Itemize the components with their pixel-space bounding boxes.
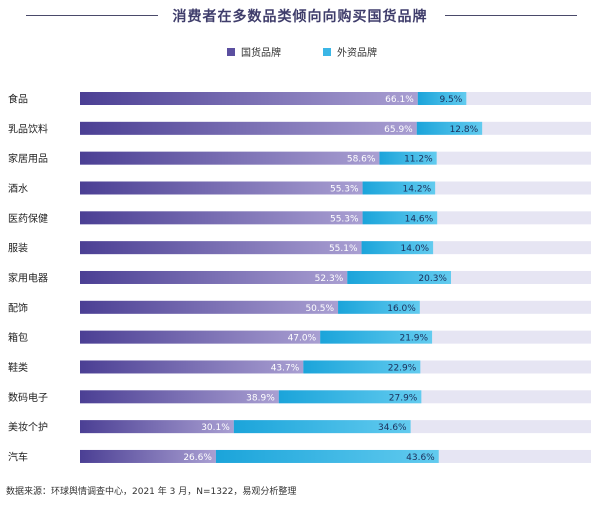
bar-foreign	[303, 360, 421, 374]
data-label-domestic: 26.6%	[183, 453, 212, 463]
bar-foreign	[278, 390, 422, 404]
bar-row: 家用电器 52.3% 20.3%	[8, 270, 591, 284]
bar-domestic	[80, 420, 234, 434]
category-label: 医药保健	[8, 212, 48, 225]
data-label-domestic: 38.9%	[246, 393, 275, 403]
bar-domestic	[80, 449, 216, 463]
data-label-foreign: 20.3%	[418, 274, 447, 284]
category-label: 汽车	[8, 450, 28, 463]
bar-domestic	[80, 241, 362, 255]
bar-domestic	[80, 270, 348, 284]
bar-row: 美妆个护 30.1% 34.6%	[8, 420, 591, 434]
data-label-domestic: 55.3%	[330, 214, 359, 224]
bar-domestic	[80, 151, 380, 165]
data-label-domestic: 30.1%	[201, 423, 230, 433]
category-label: 箱包	[8, 331, 28, 344]
bar-row: 数码电子 38.9% 27.9%	[8, 390, 591, 404]
category-label: 鞋类	[8, 361, 28, 374]
bar-domestic	[80, 360, 304, 374]
bar-foreign	[416, 121, 483, 135]
data-label-foreign: 12.8%	[450, 125, 479, 135]
bar-foreign	[338, 300, 420, 314]
chart-legend: 国货品牌 外资品牌	[0, 44, 600, 60]
category-label: 食品	[8, 93, 28, 106]
data-label-foreign: 14.6%	[405, 214, 434, 224]
category-label: 酒水	[8, 183, 28, 195]
bar-foreign	[379, 151, 437, 165]
legend-item-domestic: 国货品牌	[227, 44, 281, 59]
legend-swatch-foreign	[323, 47, 331, 56]
bar-foreign	[362, 181, 436, 195]
data-label-domestic: 66.1%	[385, 95, 414, 105]
legend-label-domestic: 国货品牌	[241, 48, 281, 59]
bar-domestic	[80, 330, 321, 344]
bar-foreign	[361, 241, 434, 255]
bar-foreign	[347, 270, 451, 284]
data-label-foreign: 9.5%	[439, 95, 462, 105]
data-label-foreign: 14.2%	[403, 184, 432, 194]
bar-foreign	[417, 92, 467, 105]
bar-foreign	[320, 330, 433, 344]
data-label-foreign: 27.9%	[389, 393, 418, 403]
category-label: 家用电器	[8, 271, 48, 284]
category-label: 配饰	[8, 301, 28, 314]
data-label-domestic: 52.3%	[315, 274, 344, 284]
legend-label-foreign: 外资品牌	[337, 48, 377, 59]
title-divider-left	[26, 15, 158, 16]
data-label-domestic: 55.1%	[329, 244, 358, 254]
bar-foreign	[362, 211, 438, 225]
bar-group: 食品 66.1% 9.5% 乳品饮料 65.9% 12.8% 家居用品 58.6% 11.2% 酒…	[8, 92, 591, 463]
bar-domestic	[80, 300, 339, 314]
data-label-domestic: 55.3%	[330, 184, 359, 194]
data-label-foreign: 43.6%	[406, 453, 435, 463]
chart-title-area: 消费者在多数品类倾向向购买国货品牌	[0, 0, 600, 30]
legend-item-foreign: 外资品牌	[323, 44, 377, 59]
bar-domestic	[80, 390, 279, 404]
bar-row: 医药保健 55.3% 14.6%	[8, 211, 591, 225]
bar-domestic	[80, 92, 418, 105]
bar-row: 配饰 50.5% 16.0%	[8, 300, 591, 314]
bar-row: 箱包 47.0% 21.9%	[8, 330, 591, 344]
bar-foreign	[233, 420, 411, 434]
data-source-note: 数据来源：环球舆情调查中心，2021 年 3 月，N=1322，易观分析整理	[6, 487, 297, 497]
data-label-foreign: 34.6%	[378, 423, 407, 433]
bar-domestic	[80, 181, 363, 195]
bar-row: 服装 55.1% 14.0%	[8, 241, 591, 255]
title-divider-right	[445, 15, 577, 16]
category-label: 服装	[8, 242, 28, 255]
bar-row: 家居用品 58.6% 11.2%	[8, 151, 591, 165]
legend-swatch-domestic	[227, 47, 235, 56]
data-label-domestic: 65.9%	[384, 125, 413, 135]
chart-title: 消费者在多数品类倾向向购买国货品牌	[172, 9, 428, 25]
bar-foreign	[215, 449, 439, 463]
bar-domestic	[80, 211, 363, 225]
data-label-domestic: 47.0%	[288, 334, 317, 344]
data-label-domestic: 50.5%	[305, 304, 334, 314]
bar-row: 乳品饮料 65.9% 12.8%	[8, 121, 591, 135]
data-label-foreign: 14.0%	[401, 244, 430, 254]
data-label-foreign: 22.9%	[388, 363, 417, 373]
data-label-foreign: 16.0%	[387, 304, 416, 314]
bar-row: 酒水 55.3% 14.2%	[8, 181, 591, 195]
data-label-domestic: 58.6%	[347, 155, 376, 165]
data-label-domestic: 43.7%	[271, 363, 300, 373]
category-label: 美妆个护	[8, 421, 48, 434]
bar-domestic	[80, 121, 417, 135]
category-label: 数码电子	[8, 391, 48, 404]
data-label-foreign: 11.2%	[404, 155, 433, 165]
category-label: 乳品饮料	[8, 122, 48, 135]
bar-row: 汽车 26.6% 43.6%	[8, 449, 591, 463]
data-label-foreign: 21.9%	[399, 334, 428, 344]
category-label: 家居用品	[8, 152, 48, 165]
bar-row: 鞋类 43.7% 22.9%	[8, 360, 591, 374]
bar-row: 食品 66.1% 9.5%	[8, 92, 591, 106]
